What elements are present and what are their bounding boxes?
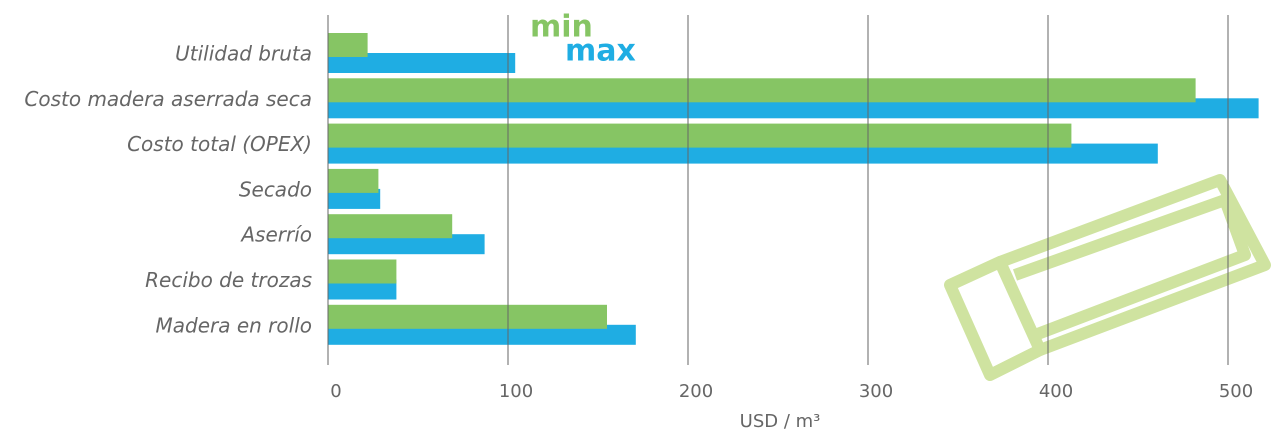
x-tick-label: 500 (1219, 381, 1253, 402)
legend-label: max (565, 34, 636, 69)
x-axis-label: USD / m³ (740, 411, 821, 432)
x-tick-label: 200 (679, 381, 713, 402)
category-label: Madera en rollo (156, 313, 313, 337)
x-tick-label: 300 (859, 381, 893, 402)
category-label: Costo madera aserrada seca (24, 87, 312, 111)
saw-icon (944, 174, 1271, 381)
bar (328, 234, 485, 255)
bar (328, 324, 636, 345)
category-label: Utilidad bruta (175, 42, 312, 66)
x-tick-label: 100 (499, 381, 533, 402)
bar (328, 33, 368, 57)
legend-label: min (530, 10, 593, 45)
bar (328, 188, 381, 209)
bar (328, 98, 1259, 119)
x-tick-label: 400 (1039, 381, 1073, 402)
bar (328, 143, 1158, 164)
bar (328, 259, 397, 284)
category-label: Aserrío (239, 223, 312, 247)
x-tick-label: 0 (330, 381, 341, 402)
bar (328, 279, 397, 300)
category-label: Recibo de trozas (145, 268, 312, 292)
category-label: Costo total (OPEX) (127, 132, 312, 156)
bar (328, 123, 1072, 148)
bar (328, 53, 516, 73)
bar (328, 168, 379, 193)
bar (328, 214, 453, 239)
bar (328, 78, 1196, 103)
bar (328, 304, 607, 329)
category-label: Secado (239, 177, 312, 201)
